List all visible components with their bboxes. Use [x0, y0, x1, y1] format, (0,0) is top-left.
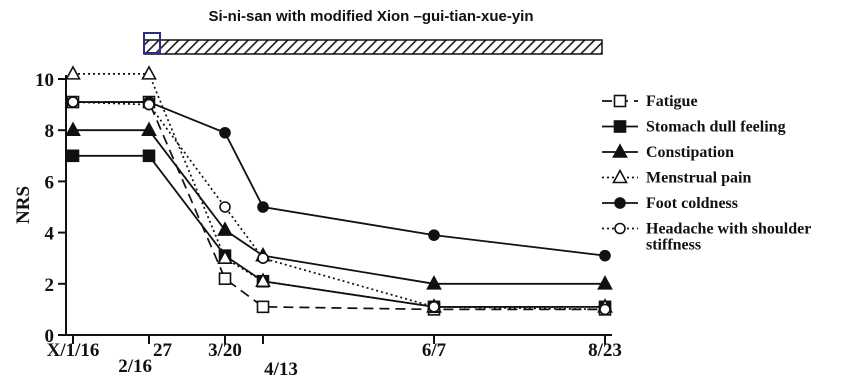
data-point-menstrual-pain [217, 249, 233, 265]
legend-marker-stomach-dull-feeling [613, 120, 627, 133]
data-point-constipation [597, 275, 613, 290]
data-point-menstrual-pain [141, 65, 157, 80]
legend-label-headache-with-shoulder-stiffness-line2: stiffness [646, 237, 701, 254]
data-point-fatigue [218, 272, 232, 285]
x-tick-label: 3/20 [208, 340, 242, 361]
y-tick-label: 6 [45, 172, 55, 193]
legend-label-headache-with-shoulder-stiffness: Headache with shoulder [646, 221, 811, 238]
series-line-menstrual-pain [73, 73, 605, 308]
series-line-constipation [73, 129, 605, 285]
x-tick-label: 8/23 [588, 340, 622, 361]
x-tick-label: 4/13 [264, 359, 298, 375]
y-tick-label: 0 [45, 326, 55, 347]
data-point-headache-with-shoulder-stiffness [67, 96, 79, 108]
series-line-foot-coldness [73, 101, 606, 257]
data-point-menstrual-pain [255, 272, 271, 288]
data-point-foot-coldness [257, 201, 269, 213]
y-tick-label: 2 [45, 275, 55, 296]
data-point-constipation [65, 121, 81, 136]
data-point-constipation [217, 221, 233, 236]
legend-label-stomach-dull-feeling: Stomach dull feeling [646, 119, 786, 136]
x-tick-label: 27 [153, 340, 173, 361]
treatment-bar [143, 39, 603, 55]
legend-label-constipation: Constipation [646, 144, 734, 161]
data-point-headache-with-shoulder-stiffness [428, 301, 440, 313]
y-axis-title: NRS [13, 186, 34, 224]
x-tick-label: 2/16 [118, 356, 152, 375]
data-point-fatigue [256, 300, 270, 314]
data-point-headache-with-shoulder-stiffness [257, 252, 269, 265]
data-point-stomach-dull-feeling [66, 149, 80, 163]
legend-marker-headache-with-shoulder-stiffness [614, 222, 626, 235]
legend-marker-foot-coldness [614, 197, 626, 209]
axes [65, 75, 612, 336]
data-point-headache-with-shoulder-stiffness [599, 303, 611, 316]
data-point-foot-coldness [219, 126, 231, 139]
legend-marker-fatigue [613, 94, 627, 108]
y-tick-label: 10 [35, 70, 54, 91]
series-line-fatigue [73, 101, 605, 311]
y-tick-label: 4 [45, 224, 55, 245]
data-point-menstrual-pain [65, 65, 81, 80]
x-tick-label: 6/7 [422, 340, 447, 361]
data-point-foot-coldness [599, 249, 611, 262]
data-point-foot-coldness [428, 229, 440, 241]
treatment-start-marker [143, 32, 161, 54]
legend-label-foot-coldness: Foot coldness [646, 195, 738, 212]
treatment-title: Si-ni-san with modified Xion –gui-tian-x… [208, 8, 533, 25]
data-point-constipation [141, 121, 157, 136]
data-point-stomach-dull-feeling [142, 149, 156, 163]
legend-label-menstrual-pain: Menstrual pain [646, 170, 751, 187]
legend-marker-menstrual-pain [612, 168, 628, 184]
legend-label-fatigue: Fatigue [646, 93, 698, 110]
data-point-constipation [426, 275, 442, 290]
legend-marker-constipation [612, 143, 628, 158]
data-point-headache-with-shoulder-stiffness [143, 98, 155, 111]
data-point-headache-with-shoulder-stiffness [219, 201, 231, 213]
y-tick-label: 8 [45, 121, 55, 142]
series-line-headache-with-shoulder-stiffness [72, 101, 606, 311]
x-tick-label: X/1/16 [47, 340, 100, 361]
